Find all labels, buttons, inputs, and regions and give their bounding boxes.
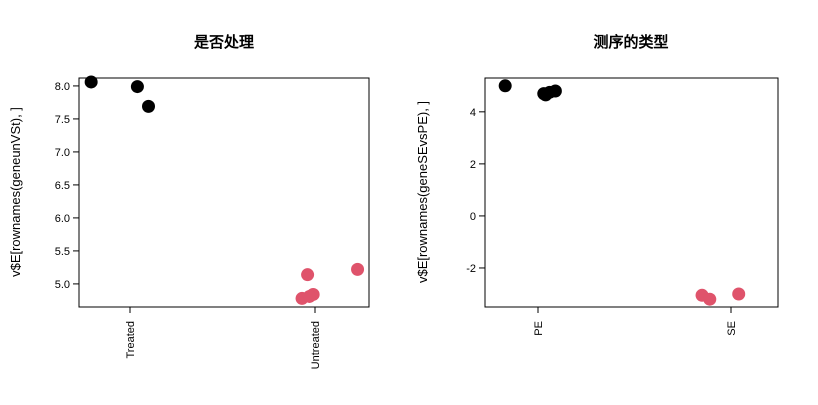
data-point (498, 79, 512, 93)
right-x-ticks: PE SE (533, 307, 738, 336)
y-tick-label: 4 (470, 107, 476, 119)
data-point (130, 80, 144, 94)
data-point (351, 262, 365, 276)
right-points (498, 79, 746, 306)
left-x-ticks: Treated Untreated (125, 307, 322, 369)
data-point (84, 75, 98, 89)
right-y-ticks: 4 2 0 -2 (466, 107, 485, 275)
data-point (142, 99, 155, 113)
data-point (548, 84, 562, 98)
y-tick-label: -2 (466, 263, 476, 275)
data-point (302, 289, 316, 303)
y-tick-label: 5.0 (55, 279, 70, 291)
left-y-ticks: 8.0 7.5 7.0 6.5 6.0 5.5 5.0 (55, 81, 79, 291)
left-y-axis-label: v$E[rownames(geneunVSt), ] (8, 107, 23, 277)
data-point (537, 87, 551, 101)
left-plot-frame (78, 77, 370, 308)
left-points (84, 75, 365, 305)
left-chart-title: 是否处理 (193, 33, 254, 51)
data-point (703, 292, 717, 306)
y-tick-label: 7.5 (55, 114, 70, 126)
x-tick-label: Treated (125, 321, 137, 359)
y-tick-label: 5.5 (55, 246, 70, 258)
x-tick-label: Untreated (310, 321, 322, 369)
panel-left: 是否处理 8.0 7.5 7.0 6.5 6.0 5.5 5.0 Treated Untrea… (8, 33, 370, 369)
panel-right: 测序的类型 4 2 0 -2 PE SE v$E[rownames(geneSEvsPE… (415, 33, 779, 336)
right-y-axis-label: v$E[rownames(geneSEvsPE), ] (415, 101, 430, 283)
right-chart-title: 测序的类型 (593, 33, 668, 51)
y-tick-label: 6.0 (55, 213, 70, 225)
x-tick-label: PE (533, 321, 545, 336)
y-tick-label: 0 (470, 211, 476, 223)
data-point (732, 287, 746, 301)
right-plot-frame (484, 77, 779, 308)
x-tick-label: SE (726, 321, 738, 336)
y-tick-label: 7.0 (55, 147, 70, 159)
y-tick-label: 2 (470, 159, 476, 171)
y-tick-label: 8.0 (55, 81, 70, 93)
data-point (301, 268, 315, 282)
y-tick-label: 6.5 (55, 180, 70, 192)
